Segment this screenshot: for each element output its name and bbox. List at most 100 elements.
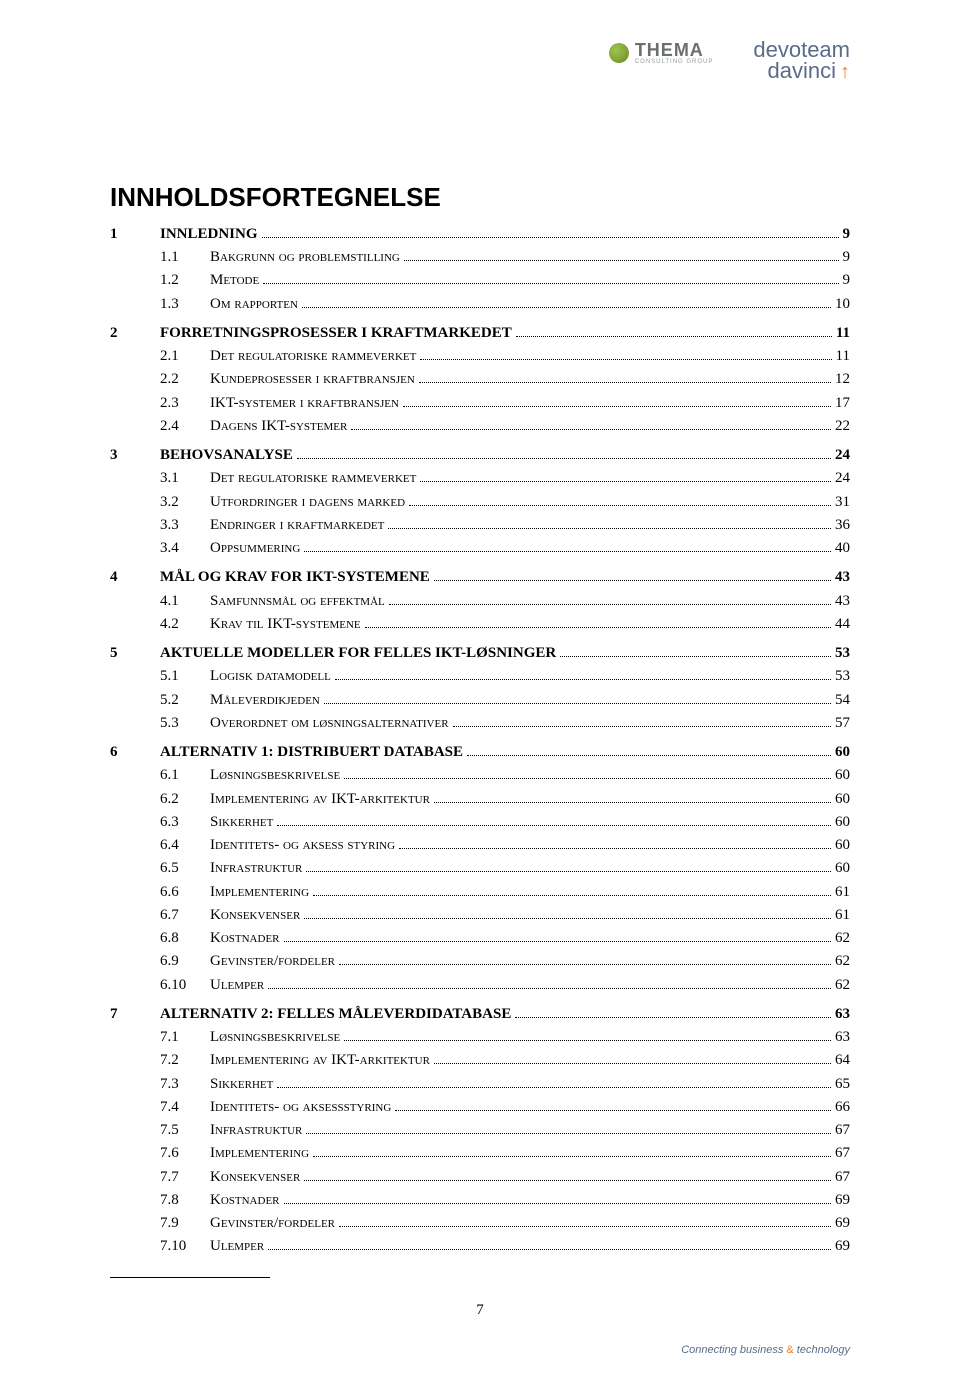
horizontal-rule: [110, 1277, 270, 1278]
toc-chapter: 4MÅL OG KRAV FOR IKT-SYSTEMENE43: [110, 566, 850, 589]
toc-section: 3.2Utfordringer i dagens marked31: [110, 491, 850, 514]
toc-number: 6.1: [160, 764, 210, 787]
toc-label: Ulemper: [210, 1235, 264, 1258]
toc-number: 7.4: [160, 1096, 210, 1119]
toc-chapter: 1INNLEDNING9: [110, 223, 850, 246]
toc-number: 7.6: [160, 1142, 210, 1165]
footer-post: technology: [794, 1344, 850, 1356]
toc-number: 4.2: [160, 613, 210, 636]
devoteam-line2: davinci ↑: [768, 61, 850, 82]
toc-section: 6.2Implementering av IKT-arkitektur60: [110, 788, 850, 811]
toc-leader-dots: [516, 324, 832, 337]
toc-label: Infrastruktur: [210, 1119, 302, 1142]
toc-leader-dots: [277, 813, 831, 826]
toc-label: Det regulatoriske rammeverket: [210, 467, 416, 490]
toc-label: Ulemper: [210, 974, 264, 997]
toc-leader-dots: [434, 790, 831, 803]
toc-leader-dots: [262, 225, 839, 238]
toc-leader-dots: [268, 976, 831, 989]
toc-page: 69: [835, 1212, 850, 1235]
toc-number: 6: [110, 741, 160, 764]
toc-page: 24: [835, 467, 850, 490]
toc-leader-dots: [284, 929, 831, 942]
toc-page: 69: [835, 1235, 850, 1258]
toc-page: 62: [835, 950, 850, 973]
toc-page: 9: [843, 246, 851, 269]
toc-label: Utfordringer i dagens marked: [210, 491, 405, 514]
toc-number: 2.4: [160, 415, 210, 438]
toc-section: 1.3Om rapporten10: [110, 293, 850, 316]
toc-label: Det regulatoriske rammeverket: [210, 345, 416, 368]
toc-number: 6.6: [160, 881, 210, 904]
toc-page: 66: [835, 1096, 850, 1119]
toc-number: 5: [110, 642, 160, 665]
toc-number: 7.5: [160, 1119, 210, 1142]
toc-page: 60: [835, 857, 850, 880]
toc-number: 1.1: [160, 246, 210, 269]
toc-leader-dots: [306, 1121, 831, 1134]
toc-leader-dots: [277, 1075, 831, 1088]
toc-leader-dots: [339, 953, 831, 966]
toc-leader-dots: [306, 860, 831, 873]
toc-label: Løsningsbeskrivelse: [210, 1026, 340, 1049]
toc-number: 1.3: [160, 293, 210, 316]
toc-section: 5.2Måleverdikjeden54: [110, 689, 850, 712]
toc-section: 6.9Gevinster/fordeler62: [110, 950, 850, 973]
toc-leader-dots: [302, 295, 831, 308]
toc-label: ALTERNATIV 2: FELLES MÅLEVERDIDATABASE: [160, 1003, 511, 1026]
toc-section: 7.4Identitets- og aksessstyring66: [110, 1096, 850, 1119]
thema-logo: THEMA CONSULTING GROUP: [609, 40, 714, 65]
toc-label: Implementering av IKT-arkitektur: [210, 1049, 430, 1072]
toc-label: ALTERNATIV 1: DISTRIBUERT DATABASE: [160, 741, 463, 764]
toc-label: Metode: [210, 269, 259, 292]
toc-leader-dots: [344, 1028, 831, 1041]
toc-page: 62: [835, 927, 850, 950]
footer-tagline: Connecting business & technology: [681, 1344, 850, 1356]
toc-page: 53: [835, 642, 850, 665]
toc-number: 3.1: [160, 467, 210, 490]
toc-label: Kundeprosesser i kraftbransjen: [210, 368, 415, 391]
toc-number: 6.5: [160, 857, 210, 880]
toc-label: Krav til IKT-systemene: [210, 613, 361, 636]
toc-number: 2.1: [160, 345, 210, 368]
toc-label: Konsekvenser: [210, 904, 300, 927]
toc-chapter: 7ALTERNATIV 2: FELLES MÅLEVERDIDATABASE6…: [110, 1003, 850, 1026]
toc-label: FORRETNINGSPROSESSER I KRAFTMARKEDET: [160, 322, 512, 345]
toc-number: 7.3: [160, 1073, 210, 1096]
page-title: INNHOLDSFORTEGNELSE: [110, 182, 850, 213]
toc-number: 6.10: [160, 974, 210, 997]
toc-page: 12: [835, 368, 850, 391]
toc-section: 3.3Endringer i kraftmarkedet36: [110, 514, 850, 537]
toc-number: 3: [110, 444, 160, 467]
toc-label: Sikkerhet: [210, 1073, 273, 1096]
toc-section: 7.2Implementering av IKT-arkitektur 64: [110, 1049, 850, 1072]
toc-section: 6.4Identitets- og aksess styring60: [110, 834, 850, 857]
toc-page: 43: [835, 590, 850, 613]
toc-label: Sikkerhet: [210, 811, 273, 834]
toc-number: 7: [110, 1003, 160, 1026]
thema-text: THEMA: [635, 40, 704, 60]
toc-number: 6.4: [160, 834, 210, 857]
toc-label: Identitets- og aksess styring: [210, 834, 395, 857]
devoteam-line2-text: davinci: [768, 61, 836, 82]
toc-page: 60: [835, 764, 850, 787]
toc-page: 60: [835, 788, 850, 811]
toc-number: 1.2: [160, 269, 210, 292]
toc-label: Overordnet om løsningsalternativer: [210, 712, 449, 735]
toc-leader-dots: [404, 248, 839, 261]
toc-leader-dots: [304, 906, 831, 919]
toc-number: 7.2: [160, 1049, 210, 1072]
toc-number: 7.1: [160, 1026, 210, 1049]
toc-page: 67: [835, 1166, 850, 1189]
toc-section: 7.9Gevinster/fordeler69: [110, 1212, 850, 1235]
toc-page: 64: [835, 1049, 850, 1072]
toc-leader-dots: [409, 493, 831, 506]
toc-page: 63: [835, 1026, 850, 1049]
toc-leader-dots: [324, 691, 831, 704]
toc-section: 6.7Konsekvenser61: [110, 904, 850, 927]
toc-leader-dots: [420, 470, 831, 483]
toc-leader-dots: [284, 1191, 831, 1204]
toc-section: 5.1Logisk datamodell53: [110, 665, 850, 688]
toc-number: 4.1: [160, 590, 210, 613]
toc-number: 7.9: [160, 1212, 210, 1235]
